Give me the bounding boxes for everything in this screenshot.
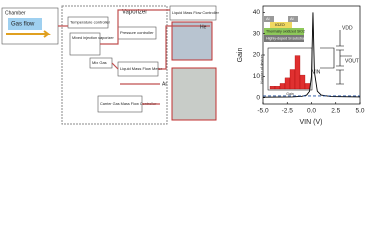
bar (284, 77, 291, 90)
y-tick-label: 30 (253, 30, 261, 37)
label: Pressure controller (120, 30, 154, 35)
x-tick-label: -5.0 (257, 108, 269, 115)
x-tick-label: 2.5 (331, 108, 340, 115)
layer (264, 28, 304, 35)
label: He (200, 24, 207, 30)
label: Carrier Gas Mass Flow Controller (100, 102, 157, 106)
label: Liquid Mass Flow Meter (120, 66, 163, 71)
label: Mixed injection vaporizer (72, 36, 115, 40)
arrow (6, 30, 51, 38)
label: VOUT (345, 58, 359, 64)
label: Temperature controller (70, 20, 111, 25)
electrode (264, 16, 274, 22)
box (169, 5, 217, 21)
bar (269, 86, 276, 90)
x-axis-label: VIN (V) (300, 119, 323, 126)
label: VDD (342, 25, 353, 31)
electrode (288, 16, 298, 22)
label: Al (266, 16, 270, 21)
label: Vaporizer (122, 10, 147, 16)
bar (299, 74, 306, 90)
page: Chamber Gas flow Vaporizer Temperature c… (1, 5, 365, 126)
series-line (262, 12, 361, 98)
bar (274, 86, 281, 90)
label: Thermally oxidized SiO2 (266, 29, 305, 33)
bar (289, 69, 296, 90)
figure: Chamber Gas flow Vaporizer Temperature c… (1, 5, 365, 126)
layer (264, 35, 304, 42)
y-axis-label: Gain (237, 48, 244, 63)
y-tick-label: 20 (253, 52, 261, 59)
bar (304, 83, 311, 90)
x-axis-label: Gain (286, 92, 293, 96)
box (67, 16, 109, 29)
y-tick-label: 0 (256, 94, 260, 101)
y-tick-label: 40 (253, 9, 261, 16)
layer (270, 22, 292, 28)
vaporizer-frame (61, 5, 168, 125)
pipes (58, 9, 210, 105)
label: Gas flow (11, 22, 35, 28)
label: Al (290, 16, 294, 21)
photo (171, 67, 217, 121)
label: VIN (312, 69, 321, 75)
label: Chamber (5, 10, 26, 16)
x-tick-label: -2.5 (282, 108, 294, 115)
y-tick-label: 10 (253, 73, 261, 80)
photo (171, 21, 213, 61)
label: Ar (162, 81, 167, 87)
y-axis-label: Number of devices (260, 54, 264, 83)
bar (279, 83, 286, 90)
gas-region (8, 18, 42, 30)
label: IGZO (275, 22, 285, 27)
label: Highly-doped Si substrate (266, 36, 307, 40)
x-tick-label: 0.0 (307, 108, 316, 115)
label: Liquid Mass Flow Controller (172, 11, 220, 15)
circuit (320, 30, 352, 85)
x-tick-label: 5.0 (355, 108, 364, 115)
label: Mix Gas (92, 60, 107, 65)
bar (294, 55, 301, 90)
